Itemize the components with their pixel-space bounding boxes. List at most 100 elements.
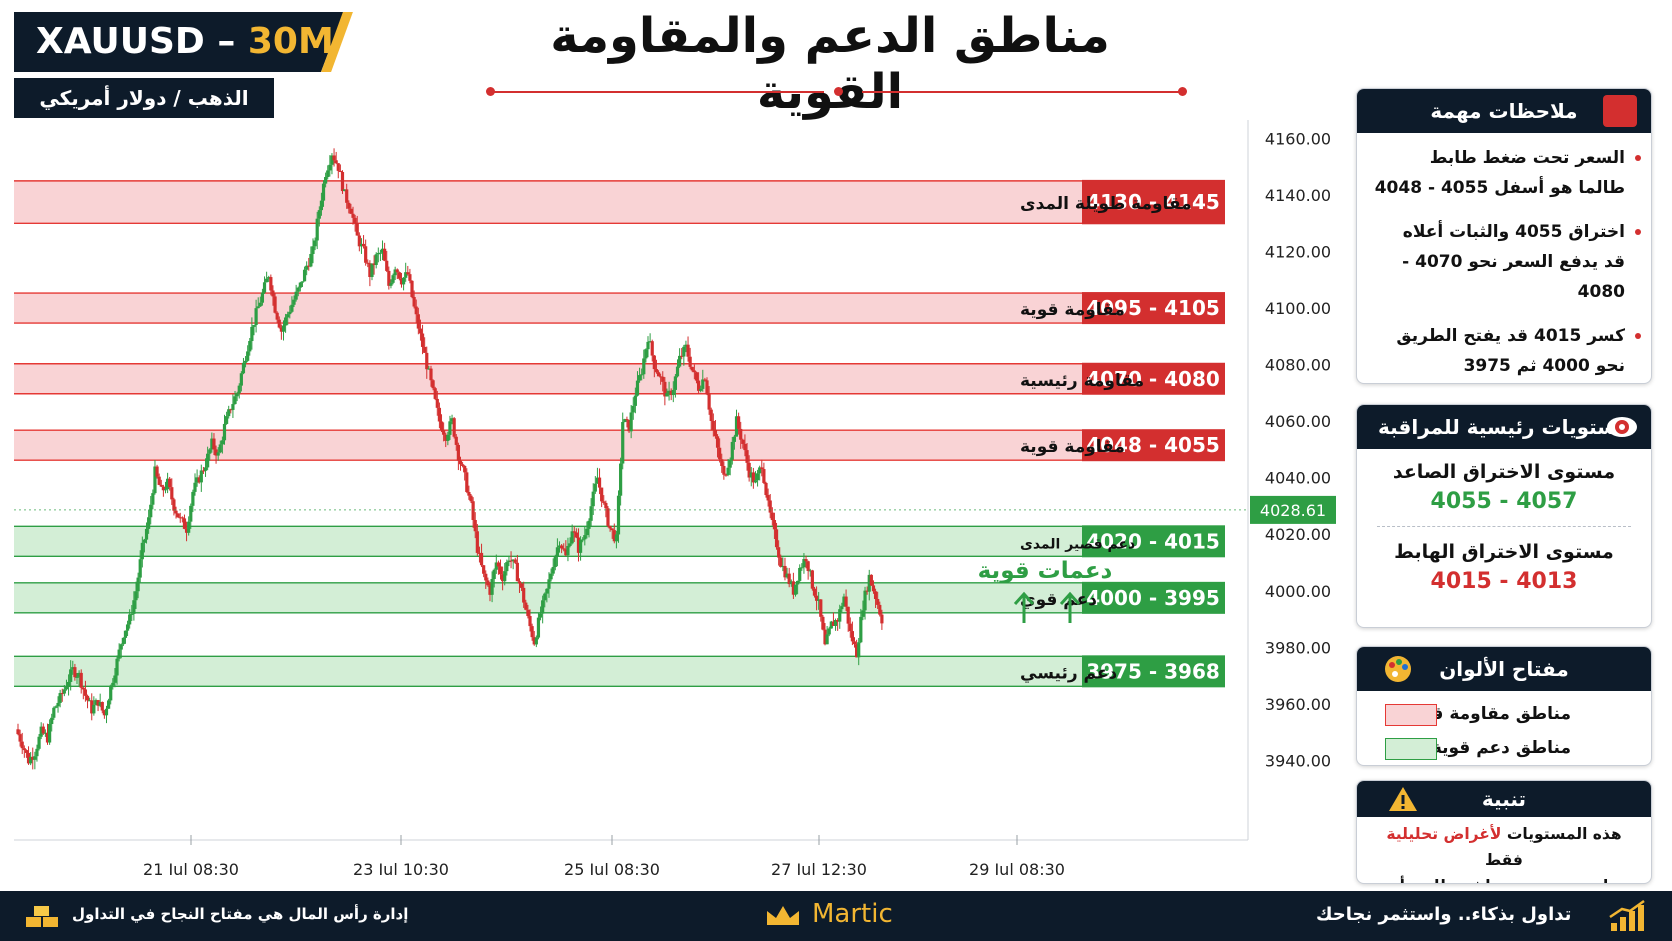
resistance-zone bbox=[14, 180, 1225, 224]
title-dot-center bbox=[834, 87, 843, 96]
candle-body bbox=[800, 567, 804, 569]
candle-body bbox=[787, 573, 791, 585]
candle-body bbox=[408, 274, 412, 281]
candle-body bbox=[361, 243, 366, 247]
candle-body bbox=[227, 409, 231, 417]
candle-body bbox=[583, 535, 587, 540]
candle-body bbox=[469, 495, 473, 502]
clipboard-icon bbox=[1603, 95, 1637, 127]
candle-body bbox=[359, 243, 364, 247]
candle-body bbox=[867, 574, 871, 592]
candle-body bbox=[488, 585, 492, 595]
candle-body bbox=[640, 374, 644, 376]
eye-icon bbox=[1607, 417, 1637, 437]
candle-body bbox=[315, 218, 319, 241]
candle-body bbox=[690, 366, 694, 371]
candle-body bbox=[300, 281, 305, 283]
color-key-panel: مفتاح الألوان مناطق مقاومة قوية مناطق دع… bbox=[1356, 646, 1652, 766]
y-tick-label: 4020.00 bbox=[1265, 525, 1331, 544]
candle-body bbox=[606, 508, 610, 526]
note-line: اختراق 4055 والثبات أعلاه bbox=[1402, 222, 1625, 242]
candle-body bbox=[324, 177, 328, 184]
candle-body bbox=[109, 685, 113, 701]
candle-body bbox=[85, 695, 90, 701]
candle-body bbox=[779, 557, 783, 567]
levels-panel: مستويات رئيسية للمراقبة مستوى الاختراق ا… bbox=[1356, 404, 1652, 628]
candle-body bbox=[334, 160, 338, 164]
candle-body bbox=[29, 756, 33, 764]
candle-body bbox=[711, 421, 715, 430]
candle-body bbox=[825, 634, 829, 645]
candle-body bbox=[661, 376, 665, 382]
warning-highlight: لأغراض تحليلية bbox=[1386, 825, 1502, 843]
candle-body bbox=[302, 269, 307, 282]
candle-body bbox=[667, 390, 671, 394]
candle-body bbox=[231, 404, 235, 410]
candle-body bbox=[161, 486, 165, 491]
zone-range-text: 3975 - 3968 bbox=[1086, 659, 1220, 683]
support-swatch bbox=[1385, 738, 1437, 760]
crown-icon bbox=[767, 906, 799, 925]
candle-body bbox=[317, 210, 321, 219]
candle-body bbox=[728, 459, 732, 468]
candle-body bbox=[104, 708, 109, 716]
candle-body bbox=[83, 689, 88, 696]
levels-title: مستويات رئيسية للمراقبة bbox=[1377, 415, 1631, 439]
candle-body bbox=[585, 528, 589, 536]
candle-body bbox=[774, 529, 779, 548]
candle-body bbox=[243, 360, 248, 363]
candle-body bbox=[749, 472, 753, 478]
candle-body bbox=[271, 290, 275, 297]
candle-body bbox=[817, 599, 821, 601]
candle-body bbox=[524, 602, 528, 610]
candle-body bbox=[543, 593, 547, 601]
candle-body bbox=[311, 246, 315, 254]
candle-body bbox=[557, 545, 562, 548]
candle-body bbox=[829, 621, 833, 629]
candle-body bbox=[560, 545, 564, 549]
candle-body bbox=[425, 352, 429, 370]
zone-label: دعم قصير المدى bbox=[1020, 536, 1135, 552]
candle-body bbox=[848, 623, 852, 632]
candle-body bbox=[248, 341, 252, 352]
zone-label: مقاومة رئيسية bbox=[1020, 371, 1144, 391]
candle-body bbox=[222, 423, 227, 441]
candle-body bbox=[397, 272, 401, 279]
candle-body bbox=[378, 252, 383, 254]
candle-body bbox=[391, 275, 395, 283]
zone-range-badge bbox=[1082, 655, 1225, 688]
candle-body bbox=[66, 681, 71, 688]
candle-body bbox=[117, 649, 121, 659]
candle-body bbox=[450, 418, 454, 422]
candle-body bbox=[45, 732, 50, 743]
candle-body bbox=[290, 304, 294, 312]
symbol-badge: XAUUSD – 30M bbox=[14, 12, 344, 72]
breakout-up-value: 4055 - 4057 bbox=[1430, 489, 1578, 514]
candle-body bbox=[446, 434, 450, 441]
candle-body bbox=[128, 614, 132, 625]
candle-body bbox=[210, 438, 214, 450]
warning-text: هذه المستويات لأغراض تحليلية فقط وليست ت… bbox=[1357, 817, 1651, 883]
key-title: مفتاح الألوان bbox=[1439, 657, 1569, 681]
candle-body bbox=[574, 532, 578, 538]
candle-body bbox=[857, 642, 861, 658]
candle-body bbox=[646, 341, 650, 350]
candle-body bbox=[505, 562, 509, 572]
candle-body bbox=[134, 591, 138, 601]
candle-body bbox=[433, 388, 437, 399]
candle-body bbox=[216, 452, 220, 456]
x-tick-label: 21 Jul 08:30 bbox=[143, 860, 239, 875]
candle-body bbox=[555, 547, 560, 557]
candle-body bbox=[119, 644, 123, 650]
candle-body bbox=[819, 599, 823, 617]
candle-body bbox=[307, 265, 311, 267]
candle-body bbox=[471, 501, 475, 520]
candle-body bbox=[694, 372, 699, 381]
candle-body bbox=[418, 328, 423, 334]
candle-body bbox=[496, 562, 501, 567]
candle-body bbox=[96, 700, 100, 706]
breakout-up-label: مستوى الاختراق الصاعد bbox=[1392, 461, 1616, 483]
candle-body bbox=[692, 370, 696, 373]
note-line: قد يدفع السعر نحو 4070 - 4080 bbox=[1402, 252, 1625, 302]
